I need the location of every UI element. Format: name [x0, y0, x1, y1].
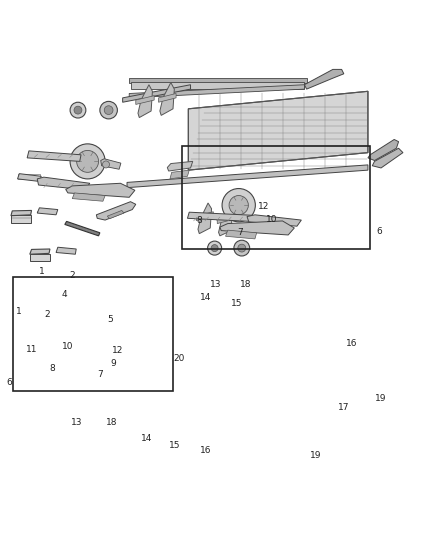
Text: 10: 10 — [266, 215, 277, 224]
Polygon shape — [219, 206, 232, 236]
Polygon shape — [127, 165, 368, 188]
Text: 11: 11 — [26, 345, 37, 354]
Circle shape — [70, 144, 105, 179]
Circle shape — [77, 150, 99, 172]
Polygon shape — [123, 85, 191, 102]
Circle shape — [102, 161, 110, 168]
Text: 20: 20 — [173, 354, 184, 363]
Text: 14: 14 — [141, 434, 152, 443]
Text: 18: 18 — [106, 418, 117, 427]
Text: 2: 2 — [70, 271, 75, 280]
Text: 19: 19 — [310, 451, 321, 460]
Text: 6: 6 — [6, 378, 12, 387]
Polygon shape — [198, 203, 212, 233]
Text: 8: 8 — [49, 364, 56, 373]
Circle shape — [211, 245, 218, 252]
Text: 2: 2 — [44, 310, 49, 319]
Text: 12: 12 — [112, 346, 123, 355]
Text: 16: 16 — [200, 446, 212, 455]
Text: 4: 4 — [62, 290, 67, 300]
Polygon shape — [129, 78, 307, 83]
Circle shape — [234, 240, 250, 256]
Text: 15: 15 — [170, 441, 181, 450]
Text: 19: 19 — [375, 394, 387, 403]
Polygon shape — [167, 161, 193, 171]
Polygon shape — [101, 159, 121, 169]
Text: 6: 6 — [376, 227, 382, 236]
Text: 17: 17 — [338, 403, 350, 412]
Polygon shape — [18, 174, 41, 182]
Text: 1: 1 — [15, 306, 21, 316]
Text: 7: 7 — [97, 370, 103, 379]
Text: 12: 12 — [258, 201, 270, 211]
Polygon shape — [187, 212, 252, 221]
Circle shape — [100, 101, 117, 119]
Polygon shape — [159, 93, 176, 102]
Text: 1: 1 — [39, 267, 45, 276]
Text: 7: 7 — [237, 228, 243, 237]
Text: 13: 13 — [210, 279, 221, 288]
Text: 8: 8 — [196, 216, 202, 225]
Polygon shape — [196, 212, 213, 221]
Polygon shape — [37, 208, 58, 215]
Polygon shape — [247, 215, 301, 226]
Circle shape — [229, 196, 248, 215]
Polygon shape — [66, 183, 135, 197]
Circle shape — [208, 241, 222, 255]
Polygon shape — [30, 249, 50, 254]
Polygon shape — [160, 83, 174, 115]
Bar — [18, 174, 40, 179]
Polygon shape — [11, 211, 32, 216]
Text: 9: 9 — [110, 359, 116, 368]
Text: 14: 14 — [200, 293, 212, 302]
Polygon shape — [37, 177, 90, 190]
Polygon shape — [304, 69, 344, 89]
Bar — [182, 146, 370, 249]
Text: 16: 16 — [346, 338, 357, 348]
Polygon shape — [188, 91, 368, 170]
Text: 15: 15 — [231, 299, 242, 308]
Text: 18: 18 — [240, 279, 251, 288]
Polygon shape — [56, 247, 76, 254]
Circle shape — [222, 189, 255, 222]
Polygon shape — [136, 96, 154, 104]
Text: 10: 10 — [62, 342, 74, 351]
Text: 5: 5 — [107, 316, 113, 325]
Polygon shape — [72, 193, 105, 201]
Bar — [13, 278, 173, 391]
Polygon shape — [217, 215, 234, 223]
Circle shape — [70, 102, 86, 118]
Text: 13: 13 — [71, 418, 82, 427]
Polygon shape — [220, 221, 294, 235]
Polygon shape — [131, 82, 304, 89]
Bar — [30, 254, 50, 261]
Polygon shape — [96, 201, 136, 220]
Polygon shape — [138, 85, 152, 118]
Circle shape — [238, 244, 246, 252]
Polygon shape — [170, 170, 189, 179]
Polygon shape — [107, 211, 124, 219]
Polygon shape — [226, 230, 257, 239]
Polygon shape — [368, 140, 399, 160]
Bar — [11, 215, 31, 223]
Polygon shape — [65, 221, 100, 236]
Polygon shape — [372, 148, 403, 168]
Circle shape — [74, 106, 82, 114]
Circle shape — [104, 106, 113, 115]
Polygon shape — [129, 85, 304, 98]
Polygon shape — [27, 151, 81, 161]
